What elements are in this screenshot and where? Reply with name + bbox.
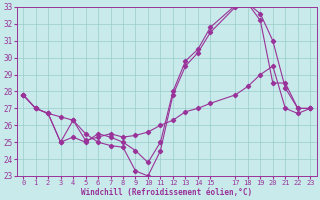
X-axis label: Windchill (Refroidissement éolien,°C): Windchill (Refroidissement éolien,°C): [81, 188, 252, 197]
